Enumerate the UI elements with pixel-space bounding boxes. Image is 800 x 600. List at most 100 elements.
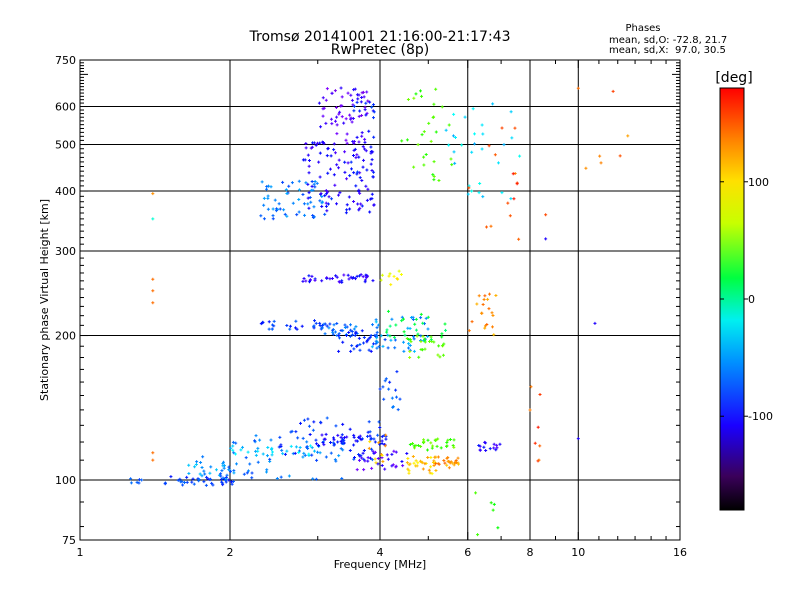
data-point — [474, 491, 478, 495]
data-point — [293, 451, 297, 455]
data-point — [308, 195, 312, 199]
data-point — [335, 115, 339, 119]
data-point — [420, 94, 424, 98]
data-point — [326, 190, 330, 194]
data-point — [509, 110, 513, 114]
data-point — [395, 276, 399, 280]
data-point — [270, 327, 274, 331]
data-point — [354, 439, 358, 443]
data-point — [267, 184, 271, 188]
data-point — [348, 427, 352, 431]
data-point — [368, 197, 372, 201]
data-point — [350, 333, 354, 337]
data-point — [348, 113, 352, 117]
data-point — [268, 457, 272, 461]
data-point — [344, 117, 348, 121]
x-tick-label: 8 — [527, 546, 534, 559]
data-point — [341, 340, 345, 344]
data-point — [220, 469, 224, 473]
data-point — [320, 195, 324, 199]
data-point — [273, 198, 277, 202]
data-point — [466, 192, 470, 196]
data-point — [310, 446, 314, 450]
data-point — [325, 416, 329, 420]
data-point — [248, 462, 252, 466]
data-point — [337, 280, 341, 284]
data-point — [200, 465, 204, 469]
data-point — [360, 95, 364, 99]
data-point — [381, 460, 385, 464]
data-point — [477, 443, 481, 447]
data-point — [387, 274, 391, 278]
data-point — [324, 121, 328, 125]
data-point — [429, 139, 433, 143]
data-point — [392, 449, 396, 453]
data-point — [444, 328, 448, 332]
data-point — [298, 446, 302, 450]
data-point — [407, 342, 411, 346]
data-point — [178, 477, 182, 481]
data-point — [422, 438, 426, 442]
data-point — [169, 475, 173, 479]
data-point — [429, 338, 433, 342]
data-point — [129, 477, 133, 481]
data-point — [576, 86, 580, 90]
data-point — [370, 466, 374, 470]
data-point — [408, 350, 412, 354]
data-point — [245, 471, 249, 475]
data-point — [447, 123, 451, 127]
data-point — [416, 443, 420, 447]
data-point — [333, 183, 337, 187]
data-point — [483, 324, 487, 328]
data-point — [380, 442, 384, 446]
data-point — [287, 474, 291, 478]
data-point — [336, 440, 340, 444]
data-point — [408, 442, 412, 446]
data-point — [394, 464, 398, 468]
data-point — [302, 202, 306, 206]
data-point — [405, 138, 409, 142]
data-point — [358, 342, 362, 346]
data-point — [220, 477, 224, 481]
data-point — [336, 433, 340, 437]
data-point — [598, 154, 602, 158]
data-point — [310, 453, 314, 457]
data-point — [544, 213, 548, 217]
data-point — [342, 121, 346, 125]
data-point — [290, 429, 294, 433]
data-point — [432, 459, 436, 463]
data-point — [318, 175, 322, 179]
data-point — [365, 111, 369, 115]
data-point — [283, 212, 287, 216]
data-point — [372, 203, 376, 207]
data-point — [337, 332, 341, 336]
data-point — [480, 123, 484, 127]
data-point — [391, 405, 395, 409]
data-point — [360, 179, 364, 183]
data-point — [358, 206, 362, 210]
data-point — [279, 475, 283, 479]
data-point — [195, 460, 199, 464]
data-point — [301, 455, 305, 459]
data-point — [611, 89, 615, 93]
data-point — [498, 442, 502, 446]
data-point — [335, 163, 339, 167]
x-tick-label: 10 — [571, 546, 585, 559]
data-point — [209, 465, 213, 469]
data-point — [299, 421, 303, 425]
data-point — [490, 311, 494, 315]
data-point — [473, 142, 477, 146]
data-point — [271, 217, 275, 221]
data-point — [365, 90, 369, 94]
stats-header: Phases — [625, 23, 660, 34]
data-point — [429, 465, 433, 469]
data-point — [402, 349, 406, 353]
data-point — [311, 188, 315, 192]
data-point — [439, 446, 443, 450]
data-point — [367, 348, 371, 352]
data-point — [431, 444, 435, 448]
data-point — [492, 502, 496, 506]
data-point — [324, 98, 328, 102]
data-point — [355, 344, 359, 348]
data-point — [401, 317, 405, 321]
